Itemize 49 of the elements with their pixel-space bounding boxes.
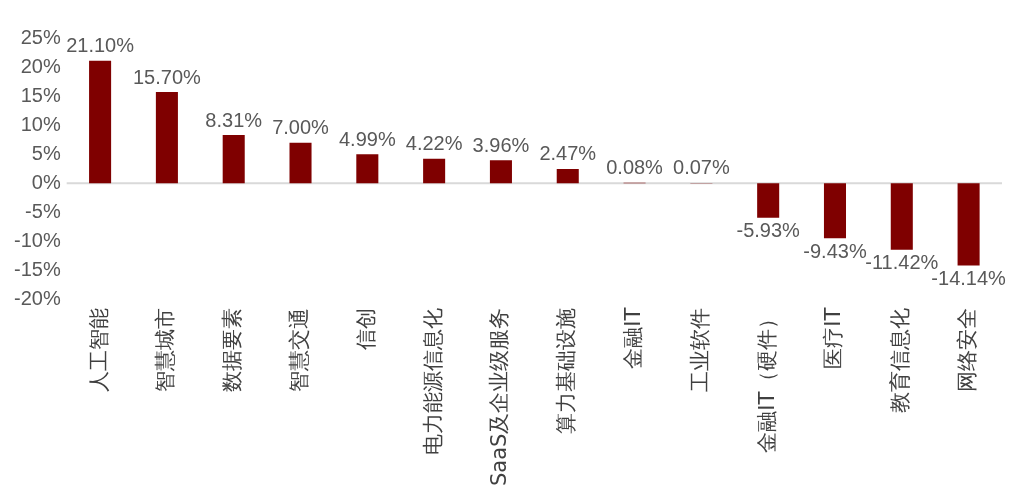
bar [489,160,512,184]
y-tick-label: -15% [13,258,61,281]
bar [423,158,446,184]
bar [957,183,980,266]
bar [556,168,579,184]
data-label: 21.10% [66,34,135,57]
bar [890,183,913,250]
x-tick-label: 人工智能 [86,307,111,392]
x-tick-label: 金融IT（硬件） [754,307,779,453]
bar [823,183,846,239]
y-tick-label: 25% [20,25,61,48]
x-tick-label: 金融IT [621,307,646,369]
y-tick-label: -5% [25,199,61,222]
data-label: 4.22% [405,132,463,155]
y-tick-label: -20% [13,287,61,310]
x-tick-label: 算力基础设施 [554,307,579,434]
y-tick-label: 0% [31,170,61,193]
x-tick-label: SaaS及企业级服务 [487,307,512,487]
y-tick-label: 5% [31,141,61,164]
data-label: 15.70% [132,65,202,88]
bar [155,92,178,184]
bar [356,154,379,184]
bar [222,135,245,184]
x-tick-label: 医疗IT [821,307,846,369]
bar [289,142,312,184]
y-tick-label: 10% [20,112,61,135]
x-tick-label: 智慧交通 [286,307,311,392]
x-tick-label: 信创 [353,307,378,350]
bar [89,60,112,184]
x-tick-label: 网络安全 [955,307,980,392]
x-tick-label: 电力能源信息化 [420,307,445,455]
data-label: 0.07% [673,156,730,179]
y-tick-label: 20% [20,54,61,77]
bar [757,183,780,218]
data-label: 0.08% [606,156,664,179]
data-label: 2.47% [539,142,597,165]
data-label: -11.42% [865,251,939,274]
x-tick-label: 智慧城市 [153,307,178,392]
x-tick-label: 工业软件 [687,307,712,392]
data-label: 4.99% [338,127,396,150]
y-tick-label: 15% [20,83,61,106]
y-tick-label: -10% [13,228,61,251]
x-tick-label: 教育信息化 [888,307,913,413]
data-label: 7.00% [272,116,330,139]
data-label: -5.93% [736,219,801,242]
data-label: 8.31% [205,108,263,131]
data-label: 3.96% [472,133,530,156]
x-tick-label: 数据要素 [220,307,245,392]
data-label: -9.43% [803,239,867,262]
